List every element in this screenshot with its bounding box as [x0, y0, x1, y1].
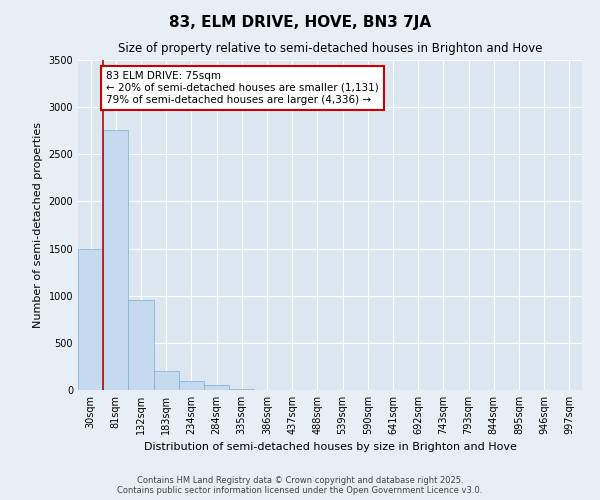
Text: 83 ELM DRIVE: 75sqm
← 20% of semi-detached houses are smaller (1,131)
79% of sem: 83 ELM DRIVE: 75sqm ← 20% of semi-detach…: [106, 72, 379, 104]
Bar: [229, 389, 254, 390]
Text: 83, ELM DRIVE, HOVE, BN3 7JA: 83, ELM DRIVE, HOVE, BN3 7JA: [169, 15, 431, 30]
Y-axis label: Number of semi-detached properties: Number of semi-detached properties: [33, 122, 43, 328]
Bar: [128, 300, 154, 390]
Bar: [179, 380, 204, 390]
Bar: [103, 130, 128, 390]
Title: Size of property relative to semi-detached houses in Brighton and Hove: Size of property relative to semi-detach…: [118, 42, 542, 54]
Bar: [204, 386, 229, 390]
Text: Contains HM Land Registry data © Crown copyright and database right 2025.
Contai: Contains HM Land Registry data © Crown c…: [118, 476, 482, 495]
Bar: [154, 371, 179, 390]
Bar: [78, 248, 103, 390]
X-axis label: Distribution of semi-detached houses by size in Brighton and Hove: Distribution of semi-detached houses by …: [143, 442, 517, 452]
